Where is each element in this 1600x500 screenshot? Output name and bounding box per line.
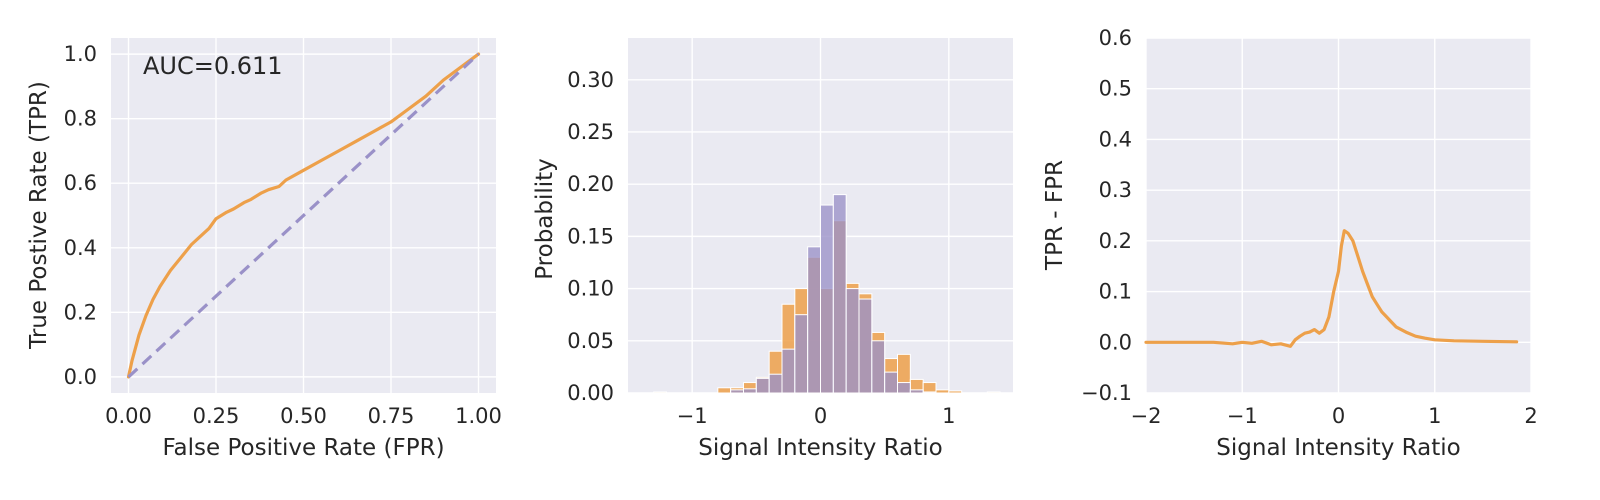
histogram-bar-purple: [871, 340, 886, 394]
tpr-fpr-y-tick-label: 0.1: [1099, 280, 1132, 304]
auc-annotation: AUC=0.611: [143, 52, 283, 80]
roc-y-tick-label: 0.8: [64, 107, 97, 131]
roc-y-tick-label: 0.0: [64, 365, 97, 389]
tpr-fpr-panel: −2 −1 0 1 2 −0.1 0.0 0.1 0.2 0.3 0.4 0.5 0.6 Signal…: [1042, 26, 1538, 461]
histogram-bar-purple: [858, 298, 873, 394]
roc-x-tick-label: 0.50: [280, 404, 327, 428]
histogram-x-axis-label: Signal Intensity Ratio: [698, 435, 942, 461]
roc-x-tick-label: 1.00: [455, 404, 502, 428]
histogram-x-tick-label: 0: [814, 404, 827, 428]
tpr-fpr-x-tick-label: 1: [1428, 404, 1441, 428]
histogram-bar-purple: [832, 194, 847, 394]
histogram-bar-orange: [986, 391, 1001, 394]
histogram-bar-purple: [909, 389, 924, 394]
histogram-bar-purple: [807, 246, 822, 394]
histogram-panel: −1 0 1 0.00 0.05 0.10 0.15 0.20 0.25 0.30 Signal…: [532, 38, 1013, 461]
roc-x-tick-label: 0.00: [105, 404, 152, 428]
histogram-y-axis-label: Probability: [532, 158, 558, 280]
histogram-y-tick-label: 0.15: [567, 224, 614, 248]
histogram-y-tick-label: 0.25: [567, 120, 614, 144]
histogram-bar-purple: [768, 373, 783, 394]
histogram-y-tick-label: 0.05: [567, 329, 614, 353]
roc-x-tick-label: 0.75: [368, 404, 415, 428]
tpr-fpr-y-axis-label: TPR - FPR: [1042, 160, 1068, 271]
histogram-bar-purple: [794, 314, 809, 394]
histogram-y-tick-label: 0.20: [567, 172, 614, 196]
roc-y-tick-label: 0.4: [64, 236, 97, 260]
histogram-bar-purple: [820, 204, 834, 394]
histogram-bar-orange: [717, 387, 732, 394]
histogram-bar-purple: [922, 391, 937, 394]
histogram-bar-purple: [781, 348, 796, 394]
roc-y-ticks: 0.0 0.2 0.4 0.6 0.8 1.0: [64, 42, 97, 389]
tpr-fpr-y-tick-label: 0.3: [1099, 178, 1132, 202]
tpr-fpr-y-tick-label: 0.5: [1099, 77, 1132, 101]
tpr-fpr-x-tick-label: 0: [1332, 404, 1345, 428]
roc-curve: [126, 52, 481, 379]
histogram-bar-purple: [884, 371, 899, 394]
histogram-bar-orange: [948, 390, 963, 394]
roc-y-axis-label: True Postive Rate (TPR): [26, 81, 52, 350]
roc-x-ticks: 0.00 0.25 0.50 0.75 1.00: [105, 404, 502, 428]
roc-x-axis-label: False Positive Rate (FPR): [162, 435, 444, 461]
histogram-y-ticks: 0.00 0.05 0.10 0.15 0.20 0.25 0.30: [567, 68, 614, 405]
roc-y-tick-label: 1.0: [64, 42, 97, 66]
histogram-bar-orange: [653, 391, 668, 394]
histogram-y-tick-label: 0.00: [567, 381, 614, 405]
tpr-fpr-x-tick-label: −1: [1227, 404, 1258, 428]
tpr-fpr-y-ticks: −0.1 0.0 0.1 0.2 0.3 0.4 0.5 0.6: [1081, 26, 1132, 405]
tpr-fpr-x-ticks: −2 −1 0 1 2: [1131, 404, 1538, 428]
histogram-x-ticks: −1 0 1: [677, 404, 956, 428]
roc-x-tick-label: 0.25: [193, 404, 240, 428]
tpr-fpr-y-tick-label: 0.2: [1099, 229, 1132, 253]
histogram-bar-purple: [730, 389, 745, 394]
tpr-fpr-x-tick-label: 2: [1524, 404, 1537, 428]
roc-y-tick-label: 0.6: [64, 171, 97, 195]
histogram-x-tick-label: −1: [677, 404, 708, 428]
histogram-x-tick-label: 1: [942, 404, 955, 428]
tpr-fpr-x-axis-label: Signal Intensity Ratio: [1216, 435, 1460, 461]
histogram-y-tick-label: 0.30: [567, 68, 614, 92]
histogram-bar-purple: [743, 388, 757, 394]
tpr-fpr-curve: [1144, 229, 1519, 348]
roc-chance-line: [127, 52, 480, 379]
tpr-fpr-y-tick-label: 0.4: [1099, 127, 1132, 151]
histogram-bar-purple: [755, 377, 770, 394]
histogram-bar-orange: [922, 382, 937, 394]
tpr-fpr-series: [1144, 229, 1519, 348]
roc-y-tick-label: 0.2: [64, 300, 97, 324]
roc-panel: 0.00 0.25 0.50 0.75 1.00 0.00.20.40.60.81.0 …: [26, 38, 502, 461]
tpr-fpr-x-tick-label: −2: [1131, 404, 1162, 428]
tpr-fpr-y-tick-label: −0.1: [1081, 381, 1132, 405]
histogram-bar-purple: [845, 288, 860, 394]
histogram-bar-orange: [935, 389, 950, 394]
histogram-series: [653, 194, 1001, 394]
roc-series: [126, 52, 481, 379]
histogram-y-tick-label: 0.10: [567, 277, 614, 301]
tpr-fpr-y-tick-label: 0.0: [1099, 330, 1132, 354]
histogram-bar-purple: [897, 382, 911, 394]
tpr-fpr-y-tick-label: 0.6: [1099, 26, 1132, 50]
